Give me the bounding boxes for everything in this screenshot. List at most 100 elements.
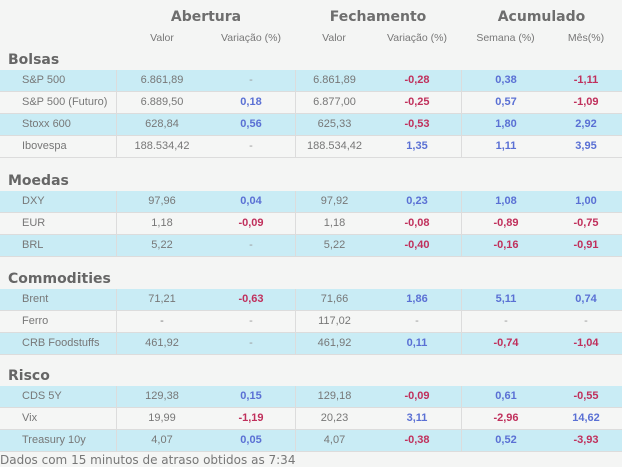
section-title: Bolsas xyxy=(8,52,60,68)
cell-abertura-valor: 129,38 xyxy=(145,390,179,402)
cell-abertura-valor: 188.534,42 xyxy=(134,140,190,152)
cell-semana: -0,74 xyxy=(461,333,550,354)
table-row: Vix 19,99 -1,19 20,23 3,11 -2,96 14,62 xyxy=(0,408,622,430)
cell-semana: 1,08 xyxy=(461,191,550,212)
column-header-abertura-valor: Valor xyxy=(150,32,174,44)
table-row: EUR 1,18 -0,09 1,18 -0,08 -0,89 -0,75 xyxy=(0,213,622,235)
cell-abertura-valor: 71,21 xyxy=(148,293,176,305)
cell-mes: 1,00 xyxy=(575,195,597,207)
cell-semana: -0,89 xyxy=(461,213,550,234)
cell-fechamento-variacao: - xyxy=(415,315,419,327)
section-title: Moedas xyxy=(8,173,69,189)
footer-note: Dados com 15 minutos de atraso obtidos a… xyxy=(0,453,296,467)
table-row: Ferro - - 117,02 - - - xyxy=(0,311,622,333)
cell-fechamento-valor: 6.877,00 xyxy=(295,92,373,113)
cell-abertura-variacao: 0,05 xyxy=(240,434,262,446)
cell-abertura-valor: 97,96 xyxy=(148,195,176,207)
cell-abertura-variacao: -0,63 xyxy=(238,293,264,305)
cell-fechamento-variacao: -0,53 xyxy=(404,118,430,130)
cell-abertura-variacao: - xyxy=(249,337,253,349)
cell-name: Vix xyxy=(0,408,117,429)
cell-mes: 14,62 xyxy=(572,412,600,424)
cell-abertura-valor: 628,84 xyxy=(145,118,179,130)
table-row: S&P 500 6.861,89 - 6.861,89 -0,28 0,38 -1,11 xyxy=(0,70,622,92)
cell-name: Treasury 10y xyxy=(0,430,117,451)
cell-semana: 0,52 xyxy=(461,430,550,451)
cell-mes: -0,75 xyxy=(573,217,599,229)
cell-mes: -1,11 xyxy=(573,74,599,86)
table-row: CRB Foodstuffs 461,92 - 461,92 0,11 -0,74 -1,0… xyxy=(0,333,622,355)
group-header-fechamento: Fechamento xyxy=(329,9,427,25)
cell-abertura-variacao: 0,18 xyxy=(240,96,262,108)
cell-mes: -1,09 xyxy=(573,96,599,108)
table-row: Ibovespa 188.534,42 - 188.534,42 1,35 1,11 3,9… xyxy=(0,136,622,158)
cell-abertura-variacao: -1,19 xyxy=(238,412,264,424)
cell-fechamento-variacao: -0,25 xyxy=(404,96,430,108)
cell-mes: -0,91 xyxy=(573,239,599,251)
cell-abertura-variacao: - xyxy=(249,239,253,251)
cell-name: Ferro xyxy=(0,311,117,332)
cell-fechamento-valor: 20,23 xyxy=(295,408,373,429)
cell-mes: 2,92 xyxy=(575,118,597,130)
cell-abertura-variacao: 0,04 xyxy=(240,195,262,207)
cell-fechamento-variacao: -0,09 xyxy=(404,390,430,402)
cell-mes: -0,55 xyxy=(573,390,599,402)
cell-name: Brent xyxy=(0,289,117,310)
cell-semana: -2,96 xyxy=(461,408,550,429)
section-bolsas: Bolsas S&P 500 6.861,89 - 6.861,89 -0,28 0,38 -… xyxy=(0,51,622,158)
cell-semana: 0,61 xyxy=(461,386,550,407)
table-row: DXY 97,96 0,04 97,92 0,23 1,08 1,00 xyxy=(0,191,622,213)
cell-abertura-variacao: - xyxy=(249,315,253,327)
cell-abertura-valor: 4,07 xyxy=(151,434,173,446)
section-risco: Risco CDS 5Y 129,38 0,15 129,18 -0,09 0,61 -0,5… xyxy=(0,367,622,452)
cell-mes: 0,74 xyxy=(575,293,597,305)
cell-fechamento-valor: 6.861,89 xyxy=(295,70,373,91)
cell-fechamento-variacao: 1,86 xyxy=(406,293,428,305)
cell-fechamento-variacao: -0,28 xyxy=(404,74,430,86)
cell-fechamento-valor: 625,33 xyxy=(295,114,373,135)
cell-abertura-variacao: 0,15 xyxy=(240,390,262,402)
cell-semana: 5,11 xyxy=(461,289,550,310)
cell-fechamento-valor: 71,66 xyxy=(295,289,373,310)
cell-mes: -1,04 xyxy=(573,337,599,349)
cell-name: Stoxx 600 xyxy=(0,114,117,135)
cell-semana: 0,38 xyxy=(461,70,550,91)
cell-name: BRL xyxy=(0,235,117,256)
cell-fechamento-variacao: 0,23 xyxy=(406,195,428,207)
cell-name: S&P 500 (Futuro) xyxy=(0,92,117,113)
cell-name: DXY xyxy=(0,191,117,212)
column-header-mes: Mês(%) xyxy=(567,32,605,44)
cell-name: S&P 500 xyxy=(0,70,117,91)
column-header-fechamento-variacao: Variação (%) xyxy=(387,32,447,44)
cell-abertura-valor: 1,18 xyxy=(151,217,173,229)
cell-abertura-valor: 19,99 xyxy=(148,412,176,424)
cell-fechamento-valor: 97,92 xyxy=(295,191,373,212)
table-row: BRL 5,22 - 5,22 -0,40 -0,16 -0,91 xyxy=(0,235,622,257)
table-row: CDS 5Y 129,38 0,15 129,18 -0,09 0,61 -0,55 xyxy=(0,386,622,408)
cell-abertura-variacao: - xyxy=(249,74,253,86)
cell-fechamento-valor: 117,02 xyxy=(295,311,373,332)
column-header-fechamento-valor: Valor xyxy=(322,32,346,44)
table-row: Brent 71,21 -0,63 71,66 1,86 5,11 0,74 xyxy=(0,289,622,311)
cell-abertura-valor: 6.861,89 xyxy=(140,74,184,86)
cell-mes: - xyxy=(584,315,588,327)
cell-fechamento-variacao: 3,11 xyxy=(406,412,428,424)
cell-abertura-variacao: 0,56 xyxy=(240,118,262,130)
section-title: Commodities xyxy=(8,271,111,287)
table-row: Treasury 10y 4,07 0,05 4,07 -0,38 0,52 -3,93 xyxy=(0,430,622,452)
cell-semana: 1,11 xyxy=(461,136,550,157)
table-row: S&P 500 (Futuro) 6.889,50 0,18 6.877,00 -0,2… xyxy=(0,92,622,114)
cell-fechamento-valor: 4,07 xyxy=(295,430,373,451)
cell-fechamento-variacao: -0,38 xyxy=(404,434,430,446)
group-header-abertura: Abertura xyxy=(170,9,242,25)
cell-abertura-variacao: - xyxy=(249,140,253,152)
cell-semana: 1,80 xyxy=(461,114,550,135)
cell-fechamento-variacao: -0,08 xyxy=(404,217,430,229)
cell-name: CDS 5Y xyxy=(0,386,117,407)
group-header-acumulado: Acumulado xyxy=(497,9,586,25)
cell-name: EUR xyxy=(0,213,117,234)
cell-semana: 0,57 xyxy=(461,92,550,113)
section-moedas: Moedas DXY 97,96 0,04 97,92 0,23 1,08 1,00 EUR 1,… xyxy=(0,172,622,257)
cell-abertura-valor: 5,22 xyxy=(151,239,173,251)
cell-fechamento-valor: 1,18 xyxy=(295,213,373,234)
